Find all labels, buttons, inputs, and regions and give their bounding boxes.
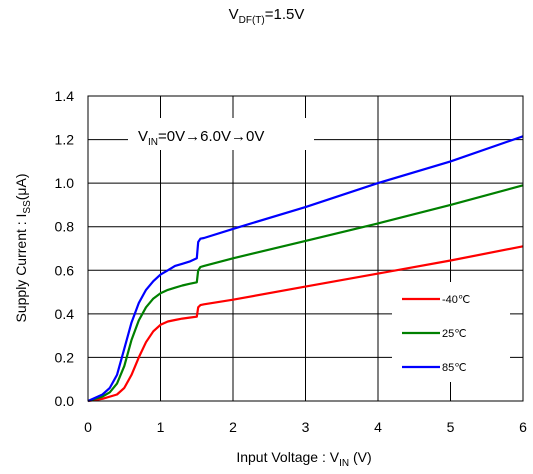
- series-lines: [87, 135, 524, 403]
- x-axis-title: Input Voltage : VIN (V): [236, 449, 371, 469]
- y-tick-labels: 0.0 0.2 0.4 0.6 0.8 1.0 1.2 1.4: [55, 88, 75, 409]
- legend-label-3: 85℃: [442, 362, 467, 374]
- x-tick-label: 3: [302, 419, 310, 435]
- y-tick-label: 0.0: [55, 393, 75, 409]
- legend: -40℃ 25℃ 85℃: [402, 294, 470, 374]
- y-axis-title: Supply Current : ISS(μA): [13, 173, 33, 322]
- y-tick-label: 0.4: [55, 306, 75, 322]
- annotation-background: [128, 118, 314, 150]
- y-tick-label: 0.8: [55, 219, 75, 235]
- x-tick-label: 4: [374, 419, 382, 435]
- plot-frame: [87, 95, 524, 402]
- legend-label-1: -40℃: [442, 294, 470, 306]
- y-tick-label: 1.2: [55, 132, 75, 148]
- y-tick-label: 0.6: [55, 262, 75, 278]
- series-line-1: [87, 245, 524, 403]
- x-tick-label: 6: [519, 419, 527, 435]
- x-tick-labels: 0 1 2 3 4 5 6: [84, 419, 527, 435]
- chart-title: VDF(T)=1.5V: [228, 6, 305, 26]
- x-tick-label: 2: [229, 419, 237, 435]
- legend-label-2: 25℃: [442, 328, 467, 340]
- y-tick-label: 1.0: [55, 175, 75, 191]
- sweep-annotation: VIN=0V→6.0V→0V: [138, 128, 264, 148]
- series-line-2: [87, 184, 524, 403]
- series-line-3: [87, 135, 524, 403]
- x-tick-label: 0: [84, 419, 92, 435]
- x-tick-label: 1: [157, 419, 165, 435]
- y-tick-label: 1.4: [55, 88, 75, 104]
- x-tick-label: 5: [447, 419, 455, 435]
- y-tick-label: 0.2: [55, 349, 75, 365]
